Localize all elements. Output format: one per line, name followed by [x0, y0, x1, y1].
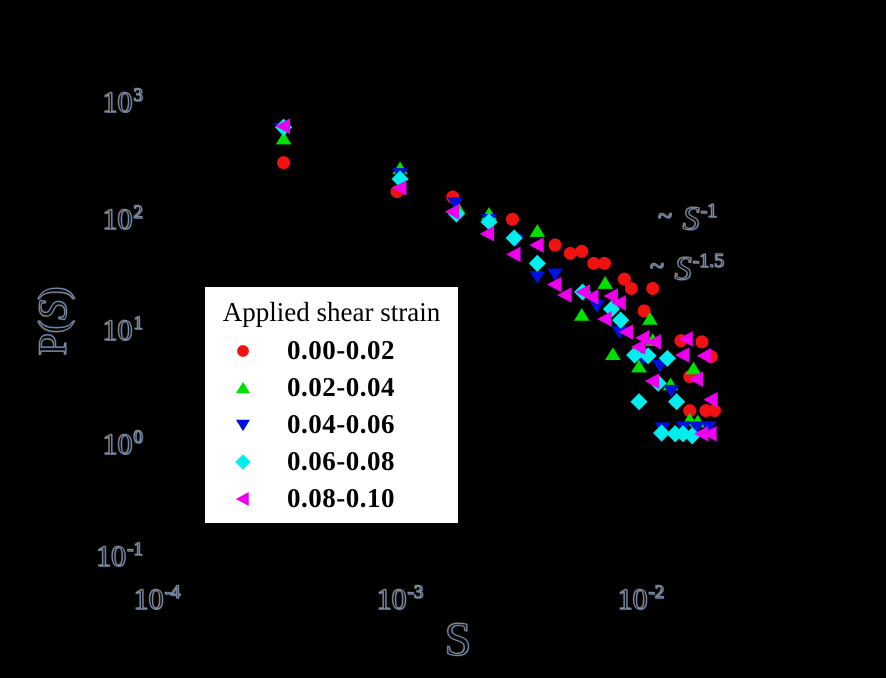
data-point-0.08-0.10	[703, 391, 718, 408]
legend-item-label: 0.04-0.06	[287, 409, 395, 440]
data-point-0.08-0.10	[675, 347, 690, 363]
data-point-0.08-0.10	[644, 373, 660, 389]
data-point-0.08-0.10	[479, 225, 495, 242]
x-axis-title: S	[444, 613, 472, 666]
data-point-0.00-0.02	[563, 246, 577, 260]
data-point-0.02-0.04	[685, 361, 702, 375]
data-point-0.08-0.10	[618, 324, 634, 340]
data-point-0.04-0.06	[447, 197, 464, 211]
y-tick-1e1: 101	[102, 313, 144, 347]
data-point-0.08-0.10	[635, 329, 650, 346]
data-point-0.08-0.10	[275, 118, 291, 134]
data-point-0.08-0.10	[529, 237, 544, 253]
data-point-0.06-0.08	[505, 229, 523, 247]
legend-box: Applied shear strain 0.00-0.02 0.02-0.04…	[205, 287, 458, 523]
triangle-left-marker-icon	[235, 491, 249, 506]
annotation-slope-1p5: ~ S-1.5	[649, 250, 725, 288]
data-point-0.00-0.02	[617, 272, 631, 286]
data-point-0.04-0.06	[700, 421, 717, 435]
legend-item-label: 0.00-0.02	[287, 335, 395, 366]
data-point-0.08-0.10	[506, 246, 521, 263]
data-point-0.04-0.06	[529, 271, 546, 284]
data-point-0.06-0.08	[391, 170, 409, 188]
data-point-0.00-0.02	[575, 244, 589, 258]
legend-title: Applied shear strain	[222, 297, 441, 327]
data-point-0.00-0.02	[637, 304, 651, 318]
data-point-0.06-0.08	[658, 349, 676, 367]
data-point-0.08-0.10	[392, 180, 407, 196]
data-point-0.00-0.02	[548, 238, 562, 252]
data-point-0.08-0.10	[597, 311, 612, 327]
data-point-0.06-0.08	[528, 254, 546, 272]
data-point-0.06-0.08	[683, 427, 701, 445]
legend-item-3: 0.06-0.08	[205, 443, 458, 480]
legend-item-1: 0.02-0.04	[205, 369, 458, 406]
data-point-0.06-0.08	[653, 424, 671, 442]
data-point-0.06-0.08	[630, 393, 648, 411]
triangle-down-marker-icon	[235, 419, 251, 431]
data-point-0.08-0.10	[693, 425, 709, 442]
data-point-0.04-0.06	[611, 326, 628, 339]
data-point-0.02-0.04	[275, 131, 292, 145]
diamond-marker-icon	[235, 453, 251, 470]
data-point-0.08-0.10	[646, 334, 661, 350]
data-point-0.02-0.04	[597, 276, 614, 289]
x-tick-1e-3: 10-3	[376, 582, 424, 616]
annotation-slope-1: ~ S-1	[657, 200, 718, 238]
legend-item-0: 0.00-0.02	[205, 332, 458, 369]
data-point-0.08-0.10	[584, 289, 599, 305]
data-point-0.00-0.02	[683, 404, 697, 418]
legend-item-4: 0.08-0.10	[205, 480, 458, 517]
data-point-0.02-0.04	[573, 307, 590, 321]
data-point-0.00-0.02	[597, 256, 611, 270]
circle-marker-icon	[237, 344, 249, 357]
data-point-0.00-0.02	[277, 156, 291, 170]
data-point-0.08-0.10	[444, 204, 460, 220]
data-point-0.08-0.10	[631, 339, 646, 355]
data-point-0.04-0.06	[688, 421, 705, 435]
triangle-up-marker-icon	[235, 381, 251, 393]
data-point-0.08-0.10	[603, 288, 618, 304]
data-point-0.02-0.04	[605, 347, 621, 361]
data-point-0.06-0.08	[480, 213, 498, 231]
data-point-0.08-0.10	[557, 287, 572, 303]
data-point-0.04-0.06	[547, 268, 563, 282]
data-point-0.08-0.10	[678, 331, 693, 347]
y-axis-title: P(S)	[29, 286, 75, 356]
data-point-0.08-0.10	[696, 348, 712, 364]
x-tick-1e-2: 10-2	[617, 582, 665, 616]
data-point-0.08-0.10	[611, 295, 626, 311]
legend-item-label: 0.06-0.08	[287, 446, 395, 477]
y-tick-1e3: 103	[102, 85, 144, 119]
data-point-0.00-0.02	[707, 404, 721, 418]
data-point-0.08-0.10	[702, 425, 717, 442]
y-tick-1e2: 102	[102, 202, 144, 236]
legend-item-2: 0.04-0.06	[205, 406, 458, 443]
data-point-0.00-0.02	[624, 281, 638, 295]
data-point-0.02-0.04	[631, 359, 647, 373]
data-point-0.02-0.04	[642, 311, 658, 325]
data-point-0.00-0.02	[505, 212, 519, 226]
legend-item-label: 0.08-0.10	[287, 483, 395, 514]
data-point-0.00-0.02	[695, 335, 709, 349]
data-point-0.04-0.06	[589, 300, 605, 313]
x-tick-1e-4: 10-4	[133, 582, 181, 616]
data-point-0.00-0.02	[587, 256, 601, 270]
legend-item-label: 0.02-0.04	[287, 372, 395, 403]
y-tick-1e0: 100	[102, 427, 144, 461]
data-point-0.00-0.02	[646, 281, 660, 295]
data-point-0.02-0.04	[529, 224, 546, 237]
data-point-0.06-0.08	[612, 311, 630, 329]
data-point-0.06-0.08	[674, 425, 692, 443]
data-point-0.08-0.10	[688, 371, 704, 387]
data-point-0.04-0.06	[663, 384, 680, 398]
data-point-0.08-0.10	[547, 276, 562, 293]
data-point-0.06-0.08	[667, 393, 686, 411]
y-tick-1e-1: 10-1	[96, 539, 144, 573]
